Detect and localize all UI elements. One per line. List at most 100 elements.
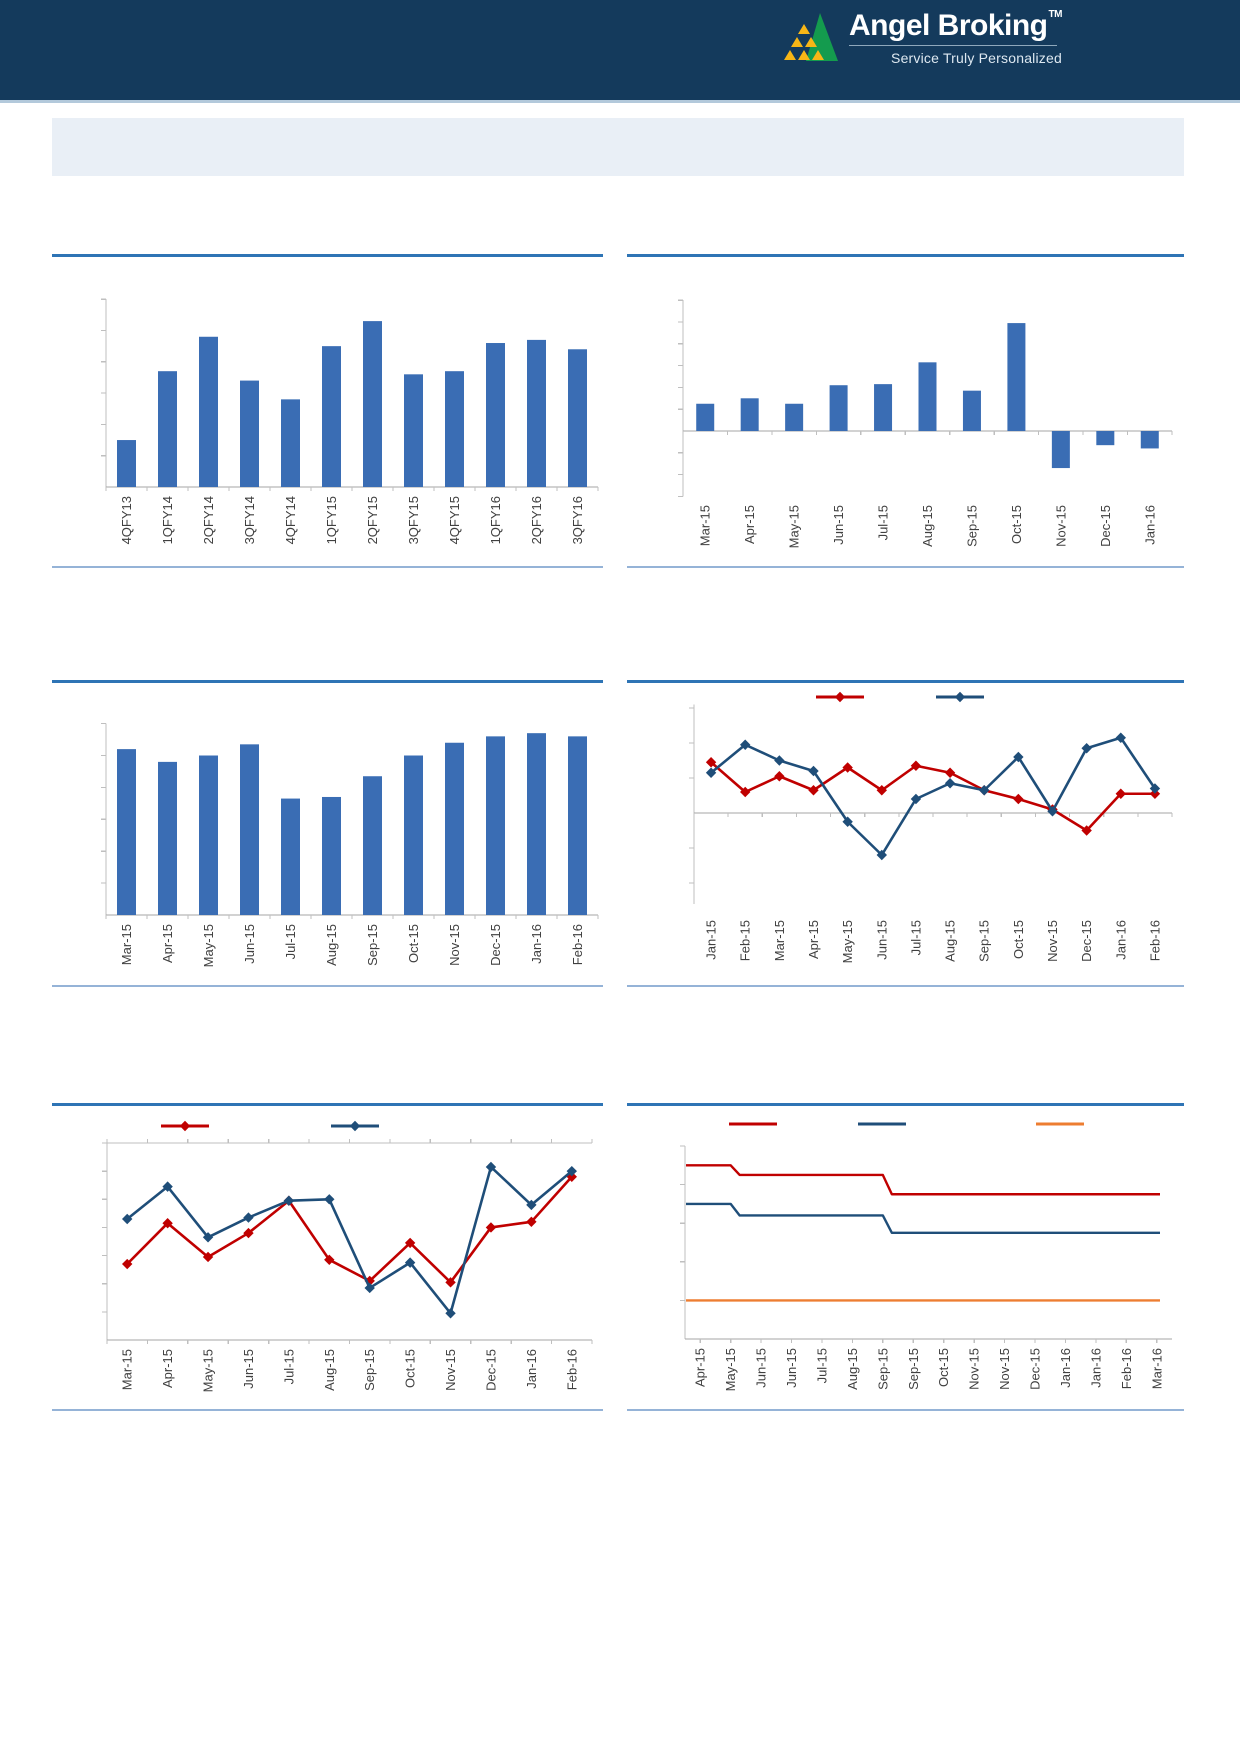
- diamond-marker: [485, 1222, 497, 1233]
- diamond-marker: [774, 771, 785, 782]
- diamond-marker: [954, 691, 966, 703]
- x-axis-label: Jan-16: [1113, 920, 1128, 960]
- x-axis-label: Dec-15: [488, 924, 503, 966]
- bar: [199, 755, 218, 915]
- x-axis-label: Dec-15: [483, 1349, 498, 1391]
- logo-text-block: Angel BrokingTM Service Truly Personaliz…: [849, 10, 1062, 66]
- x-axis-label: Sep-15: [906, 1348, 921, 1390]
- diamond-marker: [324, 1194, 335, 1205]
- bar: [363, 776, 382, 915]
- x-axis-label: May-15: [201, 1349, 216, 1392]
- diamond-marker: [202, 1232, 214, 1243]
- x-axis-label: 2QFY16: [529, 496, 544, 544]
- logo-yellow-triangle: [784, 50, 796, 60]
- bar: [404, 374, 423, 487]
- diamond-marker: [485, 1161, 497, 1173]
- diamond-marker: [979, 785, 990, 796]
- diamond-marker: [944, 767, 956, 778]
- x-axis-label: Jun-15: [874, 920, 889, 960]
- diamond-marker: [842, 816, 853, 827]
- x-axis-label: Jul-15: [281, 1349, 296, 1384]
- brand-tagline: Service Truly Personalized: [891, 50, 1062, 66]
- bar: [445, 371, 464, 487]
- x-axis-label: Sep-15: [875, 1348, 890, 1390]
- diamond-marker: [122, 1213, 133, 1225]
- bar: [696, 403, 715, 431]
- x-axis-label: Mar-15: [119, 924, 134, 965]
- diamond-marker: [774, 755, 785, 766]
- logo-pyramid-icon: [784, 13, 838, 61]
- bar: [117, 749, 136, 915]
- bar: [117, 440, 136, 487]
- logo-yellow-triangle: [812, 50, 824, 60]
- diamond-marker: [1013, 751, 1024, 763]
- x-axis-label: Feb-16: [564, 1349, 579, 1390]
- x-axis-label: Dec-15: [1079, 920, 1094, 962]
- x-axis-label: Feb-15: [738, 920, 753, 961]
- logo-yellow-triangle: [798, 24, 810, 34]
- x-axis-label: Jun-15: [754, 1348, 769, 1388]
- series-line-line_blue: [686, 1202, 1160, 1235]
- x-axis-label: 3QFY16: [570, 496, 585, 544]
- bar: [199, 336, 218, 487]
- x-axis-label: Sep-15: [977, 920, 992, 962]
- x-axis-label: Dec-15: [1028, 1348, 1043, 1390]
- bar: [486, 343, 505, 487]
- diamond-marker: [1013, 793, 1024, 805]
- chart-three-step-line: Apr-15 May-15 Jun-15 Jun-15 Jul-15 Aug-15 Sep-…: [680, 1122, 1172, 1391]
- x-axis-label: Jan-15: [704, 920, 719, 960]
- x-axis-label: Oct-15: [1009, 505, 1024, 544]
- x-axis-label: 1QFY14: [160, 496, 175, 544]
- diamond-marker: [705, 757, 717, 768]
- x-axis-label: Nov-15: [967, 1348, 982, 1390]
- diamond-marker: [740, 786, 751, 798]
- x-axis-label: 2QFY14: [201, 496, 216, 544]
- x-axis-label: Oct-15: [403, 1349, 418, 1388]
- x-axis-label: Jan-16: [1088, 1348, 1103, 1388]
- bar: [404, 755, 423, 915]
- diamond-marker: [705, 767, 717, 778]
- series-line-red: [710, 761, 1155, 832]
- x-axis-label: Nov-15: [443, 1349, 458, 1391]
- exhibit-title-rule: [627, 680, 1184, 683]
- trademark-mark: TM: [1048, 9, 1063, 20]
- exhibit-title-rule: [627, 1103, 1184, 1106]
- bar: [829, 385, 848, 431]
- logo-divider-line: [849, 45, 1057, 46]
- x-axis-label: Aug-15: [943, 920, 958, 962]
- bar: [568, 349, 587, 487]
- bar: [740, 398, 759, 431]
- summary-panel: [52, 118, 1184, 176]
- diamond-marker: [243, 1227, 254, 1239]
- x-axis-label: May-15: [840, 920, 855, 963]
- series-line-line_blue: [710, 736, 1157, 857]
- bar: [527, 339, 546, 487]
- exhibit-title-rule: [52, 254, 603, 257]
- diamond-marker: [243, 1212, 254, 1223]
- x-axis-label: Nov-15: [1053, 505, 1068, 547]
- diamond-marker: [1047, 806, 1058, 817]
- x-axis-label: Apr-15: [693, 1348, 708, 1387]
- x-axis-label: 4QFY14: [283, 496, 298, 544]
- chart-monthly-bar-pos-neg: Mar-15 Apr-15 May-15 Jun-15 Jul-15 Aug-15 Sep-…: [678, 299, 1173, 548]
- chart-two-line-diamond: Jan-15 Feb-15 Mar-15 Apr-15 May-15 Jun-15 Jul-…: [689, 691, 1173, 963]
- diamond-marker: [876, 849, 887, 861]
- diamond-marker: [1081, 743, 1092, 754]
- logo-yellow-triangle: [791, 37, 803, 47]
- diamond-marker: [404, 1237, 416, 1249]
- x-axis-label: Apr-15: [160, 924, 175, 963]
- exhibit-title-rule: [627, 254, 1184, 257]
- diamond-marker: [944, 778, 956, 789]
- x-axis-label: Oct-15: [1011, 920, 1026, 959]
- x-axis-label: Mar-16: [1149, 1348, 1164, 1389]
- diamond-marker: [1149, 788, 1161, 799]
- logo-yellow-triangle: [805, 37, 817, 47]
- exhibit-title-rule: [52, 1103, 603, 1106]
- exhibit-bottom-rule: [627, 566, 1184, 568]
- bar: [486, 736, 505, 915]
- diamond-marker: [808, 785, 819, 796]
- bar: [874, 384, 893, 431]
- x-axis-label: 1QFY15: [324, 496, 339, 544]
- bar: [158, 371, 177, 487]
